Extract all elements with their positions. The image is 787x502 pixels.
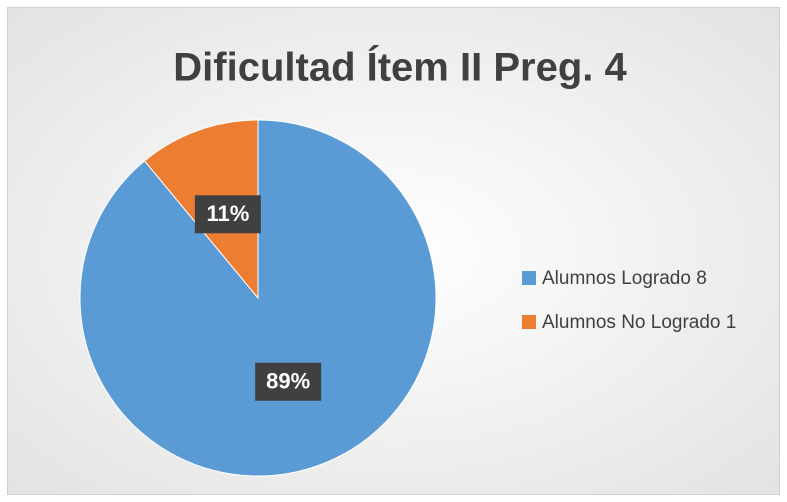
legend-swatch — [522, 315, 536, 329]
legend-swatch — [522, 271, 536, 285]
legend-label: Alumnos No Logrado 1 — [542, 312, 736, 333]
pie-slice — [79, 119, 437, 477]
data-label: 89% — [266, 369, 310, 394]
data-label-box — [255, 362, 322, 401]
data-label-box — [194, 195, 261, 234]
legend-label: Alumnos Logrado 8 — [542, 268, 707, 289]
data-label: 11% — [206, 201, 249, 226]
chart-title: Dificultad Ítem II Preg. 4 — [173, 45, 627, 90]
